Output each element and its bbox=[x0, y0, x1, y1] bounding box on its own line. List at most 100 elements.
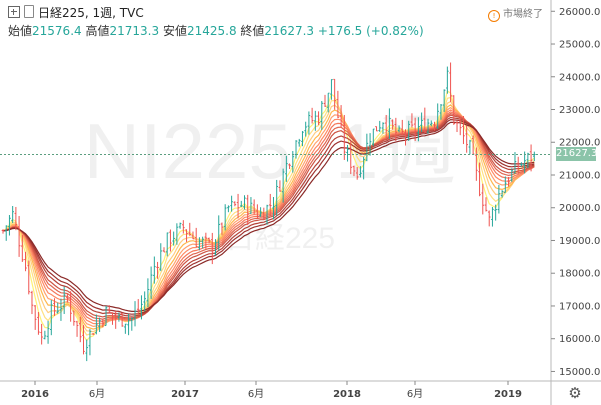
ohlc-row: 始値21576.4 高値21713.3 安値21425.8 終値21627.3 … bbox=[8, 22, 424, 39]
ohlc-bar bbox=[27, 260, 31, 295]
ohlc-bar bbox=[307, 111, 311, 135]
ohlc-bar bbox=[455, 120, 459, 133]
ohlc-bar bbox=[72, 310, 76, 326]
ohlc-bar bbox=[182, 220, 185, 234]
ohlc-bar bbox=[107, 305, 111, 314]
ohlc-bar bbox=[458, 117, 462, 136]
ohlc-bar bbox=[449, 62, 452, 102]
market-closed-icon: ! bbox=[488, 10, 500, 22]
ohlc-bar bbox=[233, 201, 237, 207]
ohlc-bar bbox=[378, 120, 382, 132]
ohlc-bar bbox=[66, 293, 69, 303]
ohlc-bar bbox=[323, 94, 327, 107]
ohlc-bar bbox=[426, 118, 430, 134]
x-tick-label: 6月 bbox=[407, 388, 423, 400]
y-tick-label: 17000.0 bbox=[559, 301, 600, 312]
ohlc-bar bbox=[175, 223, 179, 245]
ohlc-bar bbox=[21, 235, 24, 262]
ohlc-bar bbox=[413, 117, 417, 142]
symbol-row: 日経225, 1週, TVC bbox=[8, 4, 144, 21]
ohlc-bar bbox=[317, 111, 320, 126]
ohlc-bar bbox=[114, 311, 117, 329]
ohlc-bar bbox=[75, 320, 79, 337]
ma-ribbon bbox=[2, 90, 535, 342]
ma-line bbox=[2, 121, 535, 312]
x-tick-label: 6月 bbox=[89, 388, 105, 400]
ohlc-bar bbox=[153, 256, 156, 284]
change-value: +176.5 (+0.82%) bbox=[317, 24, 424, 38]
ma-line bbox=[2, 109, 535, 325]
y-tick-label: 15000.0 bbox=[559, 367, 600, 378]
ohlc-bar bbox=[497, 184, 501, 214]
ohlc-bar bbox=[178, 222, 182, 229]
ohlc-bar bbox=[220, 222, 224, 236]
x-tick-label: 2017 bbox=[171, 389, 199, 400]
y-tick-label: 25000.0 bbox=[559, 40, 600, 51]
ohlc-bar bbox=[320, 100, 324, 130]
ohlc-bar bbox=[149, 266, 153, 299]
ohlc-bar bbox=[394, 117, 398, 142]
candlestick-series bbox=[1, 62, 536, 362]
ohlc-bar bbox=[239, 200, 243, 207]
ma-line bbox=[2, 116, 535, 317]
market-status[interactable]: ! 市場終了 bbox=[488, 5, 543, 22]
ohlc-bar bbox=[365, 133, 369, 162]
ohlc-bar bbox=[346, 144, 349, 162]
ohlc-bar bbox=[294, 140, 298, 159]
ohlc-bar bbox=[69, 291, 72, 322]
ohlc-bar bbox=[133, 301, 137, 327]
ohlc-bar bbox=[516, 156, 520, 174]
ohlc-bar bbox=[252, 199, 256, 215]
x-tick-label: 2019 bbox=[494, 389, 522, 400]
ma-line bbox=[2, 114, 535, 319]
y-tick-label: 16000.0 bbox=[559, 334, 600, 345]
ohlc-bar bbox=[397, 125, 401, 133]
ohlc-bar bbox=[185, 229, 188, 242]
ohlc-bar bbox=[333, 78, 336, 110]
open-value: 21576.4 bbox=[32, 24, 82, 38]
ohlc-bar bbox=[169, 229, 172, 252]
time-axis[interactable]: 2016 6月 2017 6月 2018 6月 2019 bbox=[21, 381, 522, 400]
ohlc-bar bbox=[484, 197, 488, 212]
ohlc-bar bbox=[375, 126, 378, 132]
watermark-description: 日経225 bbox=[225, 222, 335, 255]
ohlc-bar bbox=[465, 125, 468, 153]
price-axis[interactable]: 15000.0 16000.0 17000.0 18000.0 19000.0 20000… bbox=[551, 7, 600, 378]
ohlc-bar bbox=[500, 190, 504, 198]
ohlc-bar bbox=[156, 261, 159, 279]
ohlc-bar bbox=[381, 122, 385, 134]
ohlc-bar bbox=[207, 237, 211, 244]
symbol-title[interactable]: 日経225, 1週, TVC bbox=[38, 6, 144, 20]
ohlc-bar bbox=[468, 139, 472, 155]
ohlc-bar bbox=[162, 247, 166, 253]
ohlc-bar bbox=[301, 131, 304, 147]
y-tick-label: 23000.0 bbox=[559, 105, 600, 116]
ohlc-bar bbox=[249, 197, 253, 214]
chart-type-icon[interactable] bbox=[24, 5, 34, 18]
gear-icon[interactable]: ⚙ bbox=[568, 384, 582, 402]
ma-line bbox=[2, 118, 535, 315]
ohlc-bar bbox=[330, 79, 333, 100]
ohlc-bar bbox=[33, 305, 37, 330]
ohlc-bar bbox=[520, 162, 523, 167]
x-tick-label: 2016 bbox=[21, 389, 49, 400]
low-value: 21425.8 bbox=[186, 24, 237, 38]
ohlc-bar bbox=[368, 133, 372, 156]
collapse-icon[interactable] bbox=[8, 6, 20, 18]
ohlc-bar bbox=[50, 300, 53, 336]
symbol-watermark: NI225, 1週 日経225 bbox=[84, 107, 457, 255]
ohlc-bar bbox=[507, 176, 510, 187]
ohlc-bar bbox=[288, 163, 291, 170]
ohlc-bar bbox=[214, 239, 217, 256]
ohlc-bar bbox=[433, 121, 436, 131]
ohlc-bar bbox=[442, 89, 446, 112]
ohlc-bar bbox=[101, 318, 105, 328]
y-tick-label: 18000.0 bbox=[559, 269, 600, 280]
watermark-symbol: NI225, 1週 bbox=[84, 107, 457, 195]
ohlc-bar bbox=[314, 110, 317, 131]
ohlc-bar bbox=[98, 317, 101, 332]
ohlc-bar bbox=[510, 168, 514, 182]
ohlc-bar bbox=[504, 176, 507, 194]
ohlc-bar bbox=[111, 312, 114, 325]
